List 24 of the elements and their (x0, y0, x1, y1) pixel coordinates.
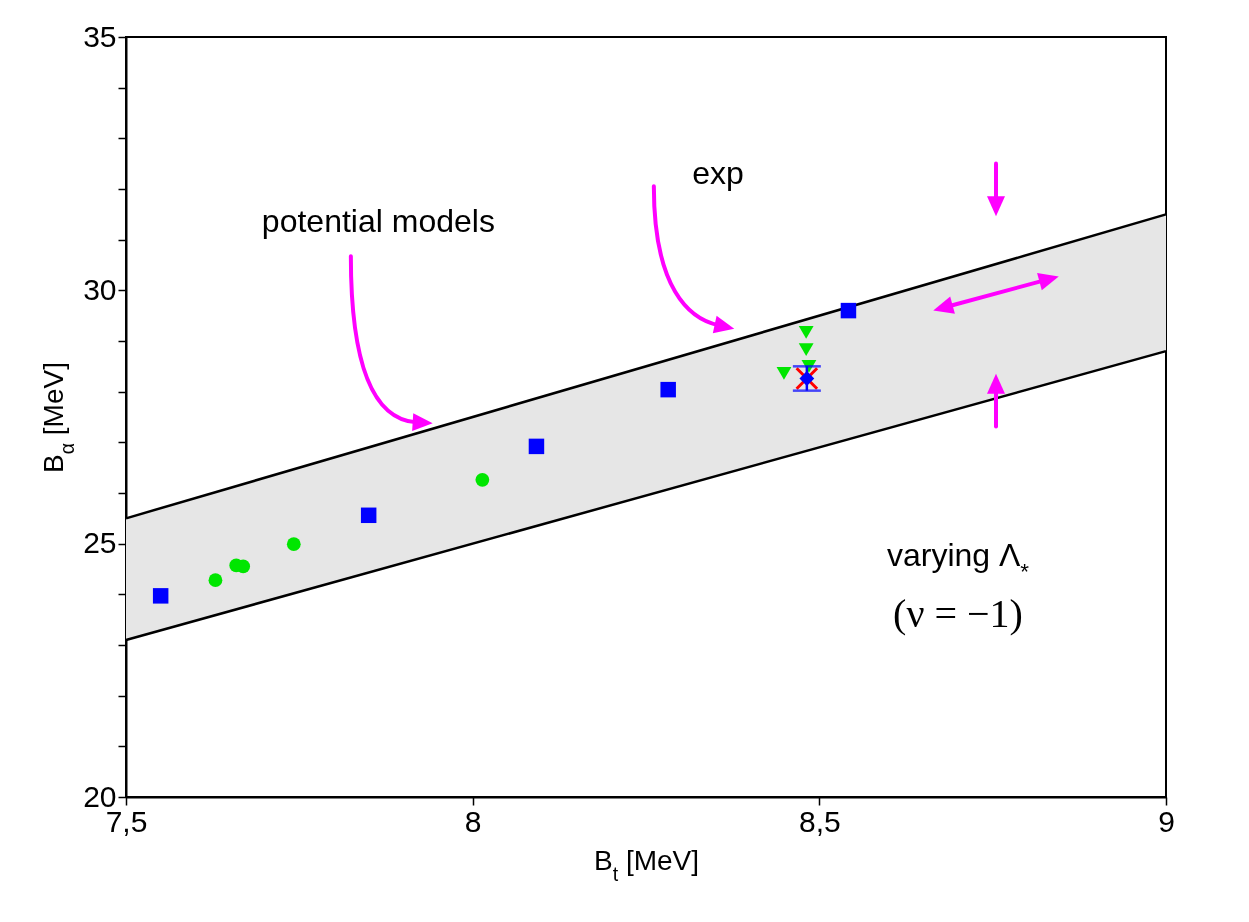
y-tick-label: 35 (83, 19, 117, 53)
annotation: (ν = −1) (893, 590, 1023, 636)
point (660, 381, 676, 398)
x-tick-label: 9 (1158, 804, 1175, 838)
point (475, 472, 490, 487)
y-tick-label: 25 (83, 526, 117, 560)
point (798, 343, 814, 357)
point (286, 537, 301, 552)
point (799, 371, 815, 386)
point (528, 438, 545, 455)
x-tick-label: 8,5 (798, 804, 841, 838)
x-tick-label: 8 (464, 804, 482, 838)
point (798, 325, 814, 339)
y-tick-label: 30 (83, 272, 117, 306)
annotation: exp (692, 154, 744, 191)
point (236, 559, 251, 574)
point (840, 302, 857, 319)
annotation: varying Λ$_{*}$ (886, 537, 1030, 584)
point (360, 507, 377, 524)
annotation: potential models (261, 203, 495, 240)
point (152, 588, 169, 604)
point (208, 573, 223, 588)
x-axis-title: B$_{t}$ [MeV] (593, 844, 700, 885)
point (776, 367, 792, 380)
